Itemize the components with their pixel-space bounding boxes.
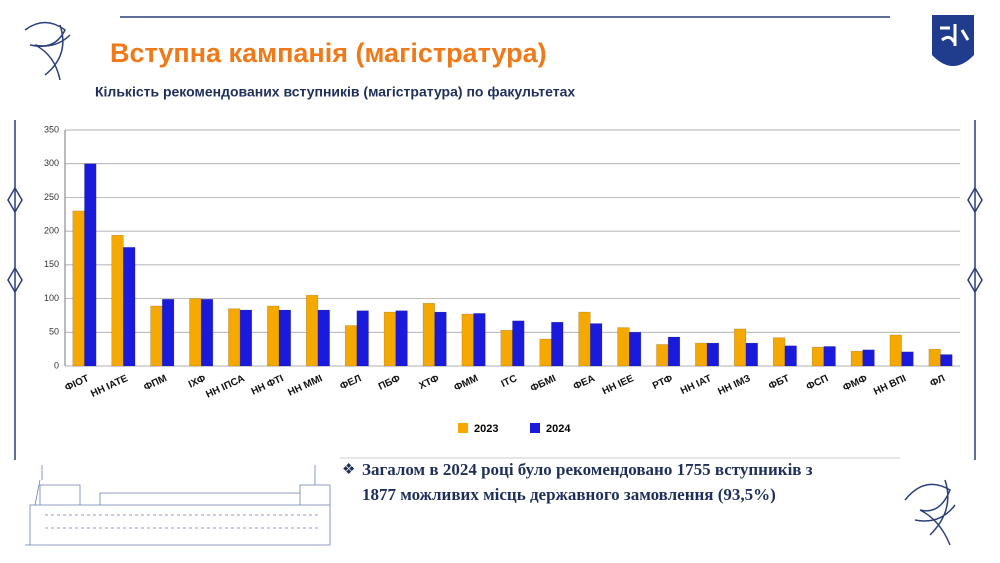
building-windows xyxy=(45,514,320,529)
bar xyxy=(461,313,474,367)
logo-emblem xyxy=(940,24,970,46)
bar xyxy=(228,308,241,367)
bar xyxy=(306,294,319,367)
bar xyxy=(862,349,875,367)
bar xyxy=(889,334,902,367)
bar xyxy=(745,342,758,367)
rule-diamonds xyxy=(7,186,983,294)
y-tick-label: 300 xyxy=(44,158,59,168)
y-tick-label: 100 xyxy=(44,293,59,303)
bar xyxy=(278,309,291,367)
bar xyxy=(72,210,85,367)
bar xyxy=(772,337,786,367)
y-tick-label: 50 xyxy=(49,327,59,337)
bar xyxy=(200,298,214,367)
ornaments xyxy=(7,21,983,546)
y-tick-label: 200 xyxy=(44,226,59,236)
bar xyxy=(162,298,175,367)
y-tick-label: 0 xyxy=(54,360,59,370)
bar xyxy=(84,163,97,367)
bar xyxy=(617,327,630,367)
bar xyxy=(500,330,513,367)
y-tick-label: 150 xyxy=(44,259,59,269)
summary-line: Загалом в 2024 році було рекомендовано 1… xyxy=(362,460,813,479)
legend-swatch xyxy=(530,423,540,433)
ornament-bottom-right xyxy=(904,479,956,546)
building-outline xyxy=(25,465,331,546)
summary-line: 1877 можливих місць державного замовленн… xyxy=(362,485,776,504)
bar xyxy=(551,321,564,367)
y-tick-label: 350 xyxy=(44,124,59,134)
bar xyxy=(395,310,408,367)
page-title: Вступна кампанія (магістратура) xyxy=(110,38,547,68)
bar xyxy=(901,351,914,367)
bar xyxy=(578,311,591,367)
bar xyxy=(473,313,486,367)
building-drawing xyxy=(25,465,331,546)
bar xyxy=(539,338,552,367)
bar xyxy=(111,234,124,367)
legend-label: 2023 xyxy=(474,423,498,435)
bar xyxy=(734,328,747,367)
legend-label: 2024 xyxy=(546,423,571,435)
bar xyxy=(150,305,163,367)
bar xyxy=(356,310,369,367)
y-tick-label: 250 xyxy=(44,192,59,202)
bar xyxy=(512,320,525,367)
bar xyxy=(123,247,136,367)
summary-bullet: ❖ xyxy=(342,461,355,478)
bar xyxy=(267,305,280,367)
bar xyxy=(656,344,669,367)
bar xyxy=(823,346,836,367)
bar xyxy=(317,309,330,367)
chart-title: Кількість рекомендованих вступників (маг… xyxy=(95,84,575,100)
bar xyxy=(344,325,358,367)
bar xyxy=(928,348,941,367)
bar xyxy=(695,342,708,367)
bar xyxy=(667,336,681,367)
bar xyxy=(850,350,863,367)
ornament-top-left xyxy=(24,21,71,81)
bar xyxy=(239,309,253,367)
bar xyxy=(434,311,447,367)
bar xyxy=(590,323,603,367)
bar xyxy=(706,342,719,367)
bar xyxy=(811,346,825,367)
logo xyxy=(932,15,974,66)
bar xyxy=(422,303,435,367)
legend-swatch xyxy=(458,423,468,433)
bar xyxy=(383,311,397,367)
bar xyxy=(189,298,202,367)
bar xyxy=(784,345,797,367)
bar xyxy=(940,354,953,367)
bar xyxy=(628,332,642,367)
